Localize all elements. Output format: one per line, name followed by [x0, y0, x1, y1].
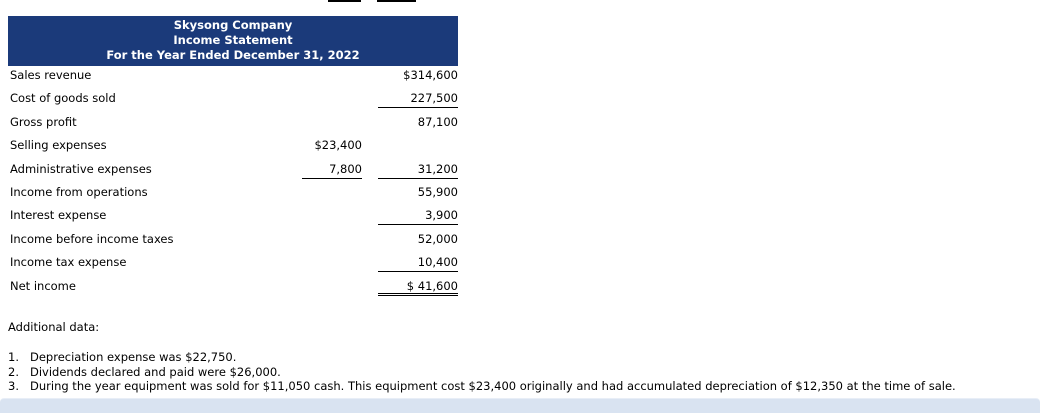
statement-row: Gross profit 87,100 — [8, 113, 458, 136]
note-text: Depreciation expense was $22,750. — [30, 350, 237, 364]
note-text: During the year equipment was sold for $… — [30, 379, 956, 393]
income-statement: Skysong Company Income Statement For the… — [8, 16, 458, 66]
statement-row: Cost of goods sold 227,500 — [8, 89, 458, 112]
row-label: Gross profit — [10, 114, 77, 129]
row-amount-inner — [302, 113, 362, 132]
note-text: Dividends declared and paid were $26,000… — [30, 364, 281, 379]
row-label: Net income — [10, 278, 76, 293]
cropped-input-underline[interactable] — [377, 0, 416, 2]
row-amount-inner — [302, 277, 362, 296]
row-label: Cost of goods sold — [10, 91, 116, 106]
row-amount-total: $ 41,600 — [378, 277, 458, 296]
row-amount-inner — [302, 66, 362, 85]
row-amount-inner — [302, 183, 362, 202]
column-spacer — [362, 183, 378, 202]
row-label: Income tax expense — [10, 255, 127, 270]
row-label: Income from operations — [10, 184, 148, 199]
statement-row: Income before income taxes 52,000 — [8, 230, 458, 253]
row-amount-total — [378, 136, 458, 155]
statement-title: Income Statement — [173, 33, 293, 47]
column-spacer — [362, 66, 378, 85]
column-spacer — [362, 230, 378, 249]
row-amount-inner: $23,400 — [314, 138, 362, 153]
note-number: 1. — [8, 350, 19, 364]
row-amount-total: 31,200 — [378, 160, 458, 179]
statement-row: Sales revenue $314,600 — [8, 66, 458, 89]
statement-row: Interest expense 3,900 — [8, 206, 458, 229]
row-label: Interest expense — [10, 208, 107, 223]
column-spacer — [362, 253, 378, 272]
column-spacer — [362, 136, 378, 155]
row-amount-total: 52,000 — [417, 231, 458, 246]
note-item: 3. During the year equipment was sold for… — [8, 379, 1032, 394]
statement-row: Income tax expense 10,400 — [8, 253, 458, 276]
statement-period: For the Year Ended December 31, 2022 — [106, 48, 360, 62]
row-amount-inner — [302, 230, 362, 249]
row-amount-total: $314,600 — [403, 68, 458, 82]
statement-row: Administrative expenses 7,800 31,200 — [8, 160, 458, 183]
row-amount-inner: 7,800 — [302, 160, 362, 179]
row-label: Selling expenses — [10, 138, 107, 153]
row-amount-inner — [302, 89, 362, 108]
company-name: Skysong Company — [173, 18, 293, 32]
section-divider-bar — [0, 398, 1040, 413]
row-amount-total: 3,900 — [378, 206, 458, 226]
column-spacer — [362, 113, 378, 132]
row-amount-total: 10,400 — [378, 253, 458, 273]
note-item: 2. Dividends declared and paid were $26,0… — [8, 365, 1032, 380]
statement-row: Income from operations 55,900 — [8, 183, 458, 206]
statement-rows: Sales revenue $314,600 Cost of goods sold 2… — [8, 66, 458, 300]
row-amount-total: 55,900 — [417, 184, 458, 199]
note-number: 2. — [8, 364, 19, 379]
cropped-input-underline[interactable] — [328, 0, 361, 2]
column-spacer — [362, 206, 378, 225]
row-amount-total: 87,100 — [417, 114, 458, 129]
row-amount-inner — [302, 253, 362, 272]
notes-list: 1. Depreciation expense was $22,750. 2. Div… — [8, 350, 1032, 394]
row-label: Administrative expenses — [10, 161, 152, 176]
statement-row: Net income $ 41,600 — [8, 277, 458, 300]
row-amount-inner — [302, 206, 362, 225]
column-spacer — [362, 160, 378, 179]
statement-header: Skysong Company Income Statement For the… — [8, 16, 458, 66]
row-amount-total: 227,500 — [378, 89, 458, 109]
column-spacer — [362, 89, 378, 108]
note-number: 3. — [8, 379, 19, 393]
row-label: Sales revenue — [10, 68, 92, 82]
note-item: 1. Depreciation expense was $22,750. — [8, 350, 1032, 365]
statement-row: Selling expenses $23,400 — [8, 136, 458, 159]
column-spacer — [362, 277, 378, 296]
additional-data-label: Additional data: — [8, 320, 100, 334]
row-label: Income before income taxes — [10, 231, 174, 246]
